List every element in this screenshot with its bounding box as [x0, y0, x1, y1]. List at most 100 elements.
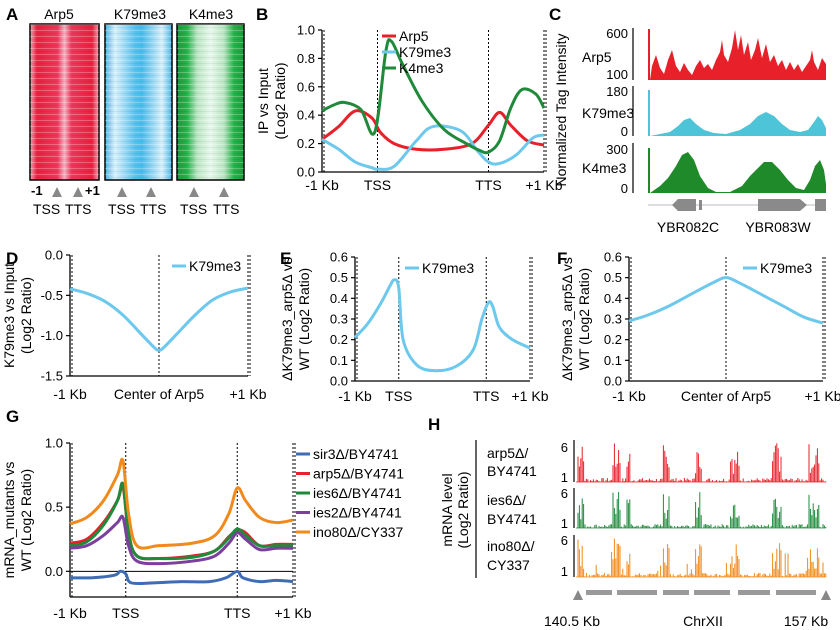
heatmap-header-arp5: Arp5 — [44, 6, 74, 22]
heatmap-header-k4me3: K4me3 — [189, 6, 234, 22]
c-ylabel: Normalized Tag Intensity — [553, 33, 569, 186]
y-tick-label: -1.0 — [41, 328, 63, 343]
y-tick-label: 0.2 — [604, 332, 622, 347]
legend-label: ies2Δ/BY4741 — [313, 505, 402, 521]
y-tick-label: 0.4 — [297, 108, 315, 123]
c-track-k79me3-label: K79me3 — [582, 105, 634, 121]
y-tick-label: -1.5 — [41, 369, 63, 384]
h-right-arrow-icon — [821, 590, 831, 600]
gene-label-ybr083w: YBR083W — [745, 219, 811, 235]
legend: K79me3 — [743, 260, 812, 276]
svg-text:6: 6 — [561, 486, 568, 501]
y-tick-label: 0.0 — [604, 374, 622, 389]
gene-ybr082c-box — [699, 200, 702, 210]
panel-a: A Arp5 K79me3 K4me3 -1 +1 TSS TTS TSS TT… — [6, 5, 245, 217]
arrow-tss-icon — [189, 187, 199, 197]
x-tick-label: +1 Kb — [512, 388, 549, 404]
legend-label: sir3Δ/BY4741 — [313, 446, 399, 462]
h-track1-name-1: arp5Δ/ — [487, 445, 528, 461]
y-tick-label: 0.2 — [330, 332, 348, 347]
legend-label: K79me3 — [399, 44, 451, 60]
y-axis-label: mRNA_mutants vs — [1, 462, 17, 579]
arrow-tts-icon — [146, 187, 156, 197]
gene-label-ybr082c: YBR082C — [657, 219, 719, 235]
panel-letter-c: C — [549, 5, 561, 24]
y-axis-label: ΔK79me3_arp5Δ vs — [279, 257, 295, 381]
h-gene-track — [586, 590, 816, 595]
c-track-arp5-top: 600 — [606, 26, 628, 41]
label-tss: TSS — [33, 201, 60, 217]
x-tick-label: -1 Kb — [612, 388, 646, 404]
legend: K79me3 — [405, 260, 474, 276]
x-tick-label: Center of Arp5 — [114, 386, 204, 402]
y-tick-label: 0.5 — [330, 270, 348, 285]
legend-label: K4me3 — [399, 60, 444, 76]
panel-letter-g: G — [6, 407, 19, 426]
x-tick-label: +1 Kb — [526, 177, 563, 193]
gene-next-box — [815, 199, 826, 211]
panel-letter-b: B — [256, 5, 268, 24]
h-track2-name-1: ies6Δ/ — [487, 492, 526, 508]
h-xlabel-left: 140.5 Kb — [544, 613, 600, 629]
panel-letter-d: D — [6, 249, 18, 268]
svg-text:1: 1 — [561, 470, 568, 485]
y-tick-label: -0.5 — [41, 288, 63, 303]
legend: K79me3 — [172, 258, 241, 274]
gene-track — [648, 199, 826, 211]
x-tick-label: TTS — [224, 605, 250, 621]
arrow-tss-icon — [52, 187, 62, 197]
chart-d: 0.0 -0.5 -1.0 -1.5 -1 Kb Center of Arp5 +1 Kb K… — [1, 248, 267, 403]
x-tick-label: -1 Kb — [305, 177, 339, 193]
series-line-k79me3 — [321, 124, 545, 171]
h-ylabel-line2: (Log2 Ratio) — [455, 471, 471, 548]
y-axis-label: WT (Log2 Ratio) — [576, 268, 592, 370]
legend-label: K79me3 — [422, 260, 474, 276]
svg-text:1: 1 — [561, 516, 568, 531]
panel-c: C Normalized Tag Intensity Arp5 600 100 … — [549, 5, 826, 235]
arrow-tts-icon — [219, 187, 229, 197]
y-tick-label: 0.2 — [297, 136, 315, 151]
series-line-k79me3 — [628, 276, 824, 325]
y-tick-label: 0.4 — [604, 291, 622, 306]
x-tick-label: -1 Kb — [53, 605, 87, 621]
x-tick-label: +1 Kb — [805, 388, 840, 404]
gene-ybr082c-arrow-icon — [672, 199, 696, 211]
y-tick-label: 1.0 — [297, 23, 315, 38]
panel-letter-e: E — [280, 249, 291, 268]
y-axis-label: K79me3 vs Input — [1, 263, 17, 368]
series-line-sir3 — [69, 569, 294, 586]
x-tick-label: Center of Arp5 — [681, 388, 771, 404]
series-line-k79me3 — [69, 286, 249, 352]
svg-text:6: 6 — [561, 440, 568, 455]
x-tick-label: -1 Kb — [53, 386, 87, 402]
x-tick-label: +1 Kb — [230, 386, 267, 402]
arrow-tss-icon — [117, 187, 127, 197]
series-line-ies2 — [69, 514, 294, 566]
c-track-k4me3-top: 300 — [606, 142, 628, 157]
y-axis-label: ΔK79me3_arp5Δ vs — [559, 257, 575, 381]
c-track-k79me3 — [648, 90, 826, 136]
series-line-arp5 — [69, 483, 294, 561]
series-line-arp5 — [321, 109, 545, 152]
panel-h: H mRNA level (Log2 Ratio) arp5Δ/ BY4741 … — [428, 415, 831, 629]
h-left-arrow-icon — [573, 590, 583, 600]
tick-minus1: -1 — [31, 183, 43, 198]
legend-label: K79me3 — [760, 260, 812, 276]
x-tick-label: +1 Kb — [275, 605, 312, 621]
heatmap-header-k79me3: K79me3 — [114, 6, 166, 22]
y-axis-label: (Log2 Ratio) — [18, 277, 34, 354]
gene-ybr083w-arrow-icon — [758, 199, 807, 211]
y-tick-label: 0.6 — [297, 79, 315, 94]
panel-letter-h: H — [428, 415, 440, 434]
c-track-k4me3-label: K4me3 — [582, 160, 627, 176]
y-tick-label: 0.0 — [297, 165, 315, 180]
y-tick-label: 0.3 — [330, 312, 348, 327]
h-track-arp5 — [576, 443, 827, 483]
series-line-k4me3 — [321, 38, 546, 155]
chart-b: 0.0 0.2 0.4 0.6 0.8 1.0 -1 Kb TSS TTS +1 Kb IP vs … — [255, 23, 563, 194]
c-track-k79me3-top: 180 — [606, 84, 628, 99]
y-tick-label: 0.1 — [604, 353, 622, 368]
legend-label: Arp5 — [399, 28, 429, 44]
legend-label: ino80Δ/CY337 — [313, 524, 404, 540]
